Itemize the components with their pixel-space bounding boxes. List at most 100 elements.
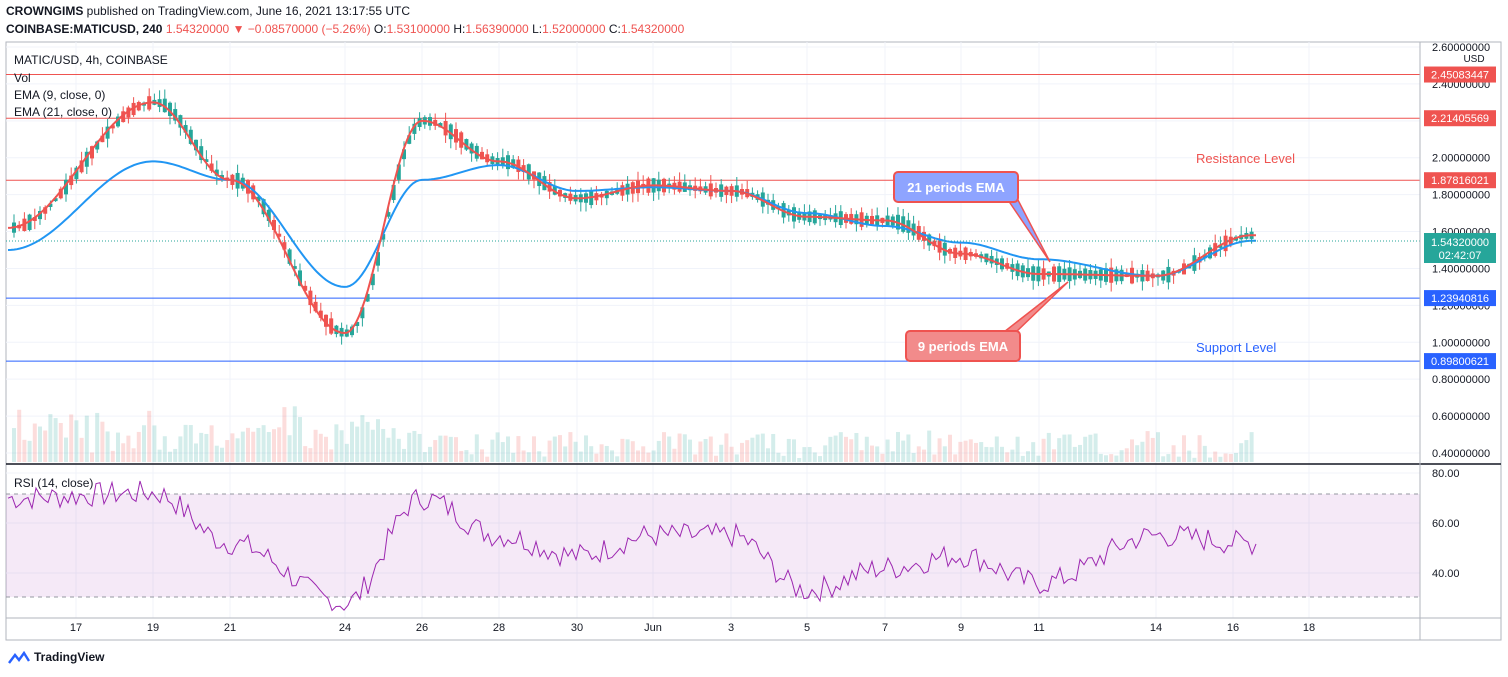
time-axis[interactable]: 17 19 21 24 26 28 30 Jun 3 5 7 9 11 14 16 18: [70, 622, 1315, 634]
candle-body: [318, 310, 323, 318]
candle-body: [168, 102, 172, 117]
volume-bar: [194, 443, 198, 462]
volume-bar: [1156, 432, 1160, 462]
volume-bar: [974, 442, 978, 462]
candle-body: [272, 219, 276, 231]
level-value: 2.45083447: [1431, 70, 1489, 82]
volume-bar: [391, 428, 396, 462]
volume-bar: [261, 425, 266, 462]
volume-bar: [396, 438, 401, 462]
tradingview-footer[interactable]: TradingView: [8, 650, 104, 665]
volume-bar: [823, 445, 828, 462]
volume-bar: [95, 412, 100, 462]
candle-body: [464, 139, 469, 150]
volume-bar: [53, 418, 58, 462]
volume-bar: [121, 443, 126, 462]
volume-bar: [890, 451, 895, 462]
legend-ema9: EMA (9, close, 0): [14, 88, 105, 102]
candle-body: [292, 266, 297, 269]
candle-body: [64, 179, 68, 195]
legend-title: MATIC/USD, 4h, COINBASE: [14, 53, 168, 67]
volume-bar: [1036, 455, 1041, 462]
candle-body: [58, 188, 63, 199]
volume-bar: [230, 433, 235, 462]
volume-bar: [277, 427, 282, 462]
volume-bar: [38, 426, 42, 462]
current-price-tag: [1424, 233, 1496, 263]
volume-bar: [1010, 449, 1015, 462]
volume-bar: [984, 446, 989, 462]
rsi-tick-label: 40.00: [1432, 568, 1460, 580]
volume-bar: [729, 446, 734, 462]
volume-bar: [318, 433, 323, 462]
candle-body: [214, 169, 219, 176]
volume-bar: [911, 453, 916, 462]
time-tick-label: 30: [571, 622, 583, 634]
volume-bar: [225, 440, 230, 462]
volume-bar: [610, 450, 614, 462]
volume-bar: [417, 433, 422, 462]
volume-bar: [880, 453, 885, 462]
volume-bar: [615, 456, 620, 462]
volume-bar: [672, 448, 677, 462]
volume-bar: [199, 432, 204, 462]
price-tick-label: 1.00000000: [1432, 337, 1490, 349]
rsi-axis[interactable]: 80.00 60.00 40.00: [1432, 468, 1460, 580]
time-tick-label: 18: [1303, 622, 1315, 634]
volume-bar: [693, 454, 698, 462]
volume-bar: [1182, 435, 1186, 462]
time-tick-label: 17: [70, 622, 82, 634]
volume-bar: [927, 430, 932, 462]
volume-bar: [740, 442, 744, 462]
time-tick-label: Jun: [644, 622, 662, 634]
candle-body: [370, 273, 375, 286]
candles[interactable]: [12, 88, 1254, 345]
volume-bar: [459, 450, 464, 462]
candle-body: [183, 125, 188, 133]
volume-bar: [188, 425, 193, 462]
level-tag: [1424, 110, 1496, 127]
time-tick-label: 26: [416, 622, 428, 634]
volume-bar: [105, 431, 110, 462]
volume-bar: [599, 444, 604, 462]
candle-body: [417, 118, 422, 127]
volume-bar: [922, 449, 926, 462]
volume-bar: [781, 455, 786, 462]
open-label: O:: [373, 22, 387, 36]
volume-bar: [542, 456, 547, 462]
volume-bar: [516, 436, 521, 462]
volume-bar: [547, 440, 552, 462]
candle-body: [308, 290, 313, 306]
volume-bar: [1031, 442, 1036, 462]
volume-bar: [1213, 451, 1218, 462]
volume-bar: [537, 451, 542, 462]
volume-bar: [563, 446, 568, 462]
candle-body: [391, 184, 396, 201]
volume-bar: [662, 432, 666, 462]
volume-bar: [365, 421, 370, 462]
volume-bar: [313, 429, 318, 462]
candle-body: [100, 135, 105, 143]
volume-bar: [386, 437, 391, 462]
volume-bar: [152, 425, 157, 462]
volume-bar: [760, 433, 765, 462]
level-value: 2.21405569: [1431, 113, 1489, 125]
volume-bar: [958, 441, 963, 462]
volume-bar: [1145, 431, 1150, 462]
volume-bar: [235, 438, 240, 462]
volume-bar: [1000, 446, 1004, 462]
candle-body: [521, 165, 526, 172]
candle-body: [209, 163, 214, 171]
ema9-callout: 9 periods EMA: [905, 281, 1069, 362]
volume-bars: [12, 406, 1254, 462]
symbol-header: COINBASE:MATICUSD, 240 1.54320000 ▼ −0.0…: [6, 22, 684, 36]
volume-bar: [578, 451, 583, 462]
current-price-value: 1.54320000: [1431, 237, 1489, 249]
volume-bar: [906, 434, 911, 462]
volume-bar: [745, 440, 750, 462]
volume-bar: [1192, 457, 1197, 462]
volume-bar: [448, 436, 453, 462]
volume-bar: [64, 437, 68, 462]
volume-bar: [797, 457, 802, 462]
